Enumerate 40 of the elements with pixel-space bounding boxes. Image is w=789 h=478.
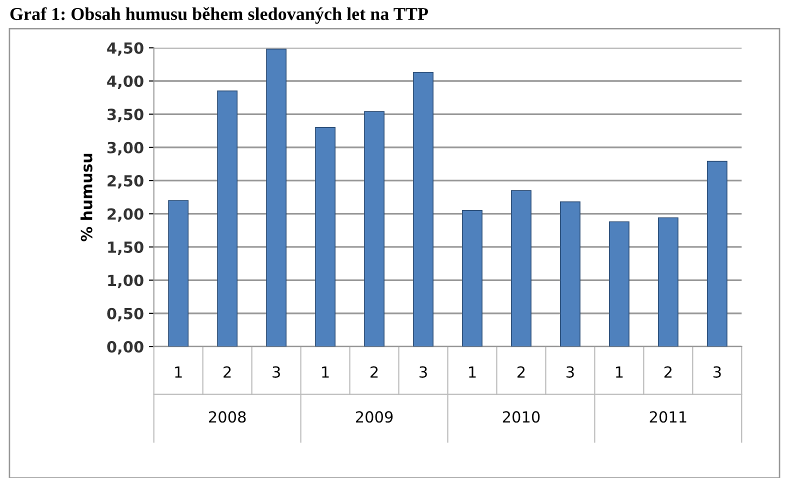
x-tick-label: 3	[566, 366, 574, 378]
y-tick-label: 3,00	[107, 142, 144, 156]
x-tick-label: 2	[664, 366, 672, 378]
bar	[217, 90, 238, 347]
chart-title: Graf 1: Obsah humusu během sledovaných let na TTP	[10, 7, 428, 24]
y-axis-title: % humusu	[80, 154, 92, 242]
bar	[608, 221, 630, 347]
x-tick-label: 1	[175, 366, 182, 378]
x-tick-label: 3	[420, 366, 427, 378]
y-tick-label: 2,50	[108, 175, 144, 189]
y-tick-label: 0,50	[107, 308, 144, 322]
bar	[462, 210, 482, 347]
x-tick-label: 3	[272, 366, 280, 378]
y-tick-label: 3,50	[107, 108, 144, 122]
bar	[168, 200, 189, 347]
text: 2009	[356, 411, 393, 423]
bar	[266, 48, 287, 347]
x-tick-label: 2	[517, 366, 525, 378]
bar	[413, 72, 434, 347]
bar	[658, 217, 678, 347]
y-tick-label: 2,00	[108, 208, 144, 222]
y-tick-label: 1,00	[108, 274, 144, 288]
x-tick-label: 1	[616, 366, 623, 378]
y-tick-label: 4,00	[107, 75, 144, 89]
bar	[511, 190, 532, 347]
bar	[364, 111, 384, 347]
bar	[706, 160, 728, 347]
y-tick-label: 1,50	[108, 241, 144, 255]
x-tick-label: 1	[469, 366, 476, 378]
x-tick-label: 2	[224, 366, 231, 378]
text: 2011	[650, 411, 686, 423]
y-tick-label: 4,50	[107, 42, 144, 56]
y-tick-label: 0,00	[107, 341, 144, 355]
text: 2010	[502, 411, 540, 423]
x-tick-label: 3	[713, 366, 721, 378]
x-tick-label: 1	[322, 366, 329, 378]
bar	[560, 201, 580, 347]
bar	[315, 127, 336, 347]
x-tick-label: 2	[370, 366, 378, 378]
text: 2008	[209, 411, 246, 423]
